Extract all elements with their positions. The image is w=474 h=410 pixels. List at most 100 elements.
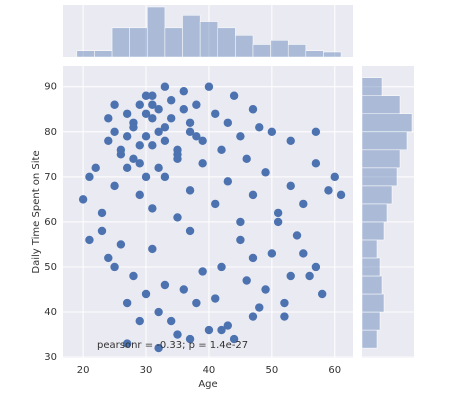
point — [129, 123, 138, 132]
point — [198, 267, 207, 276]
point — [110, 100, 119, 109]
point — [154, 307, 163, 317]
x-tick-label: 60 — [328, 365, 341, 376]
point — [273, 217, 283, 227]
point — [116, 240, 126, 249]
point — [141, 289, 151, 299]
point — [135, 159, 144, 168]
top-hist-bar — [76, 50, 95, 58]
point — [154, 127, 163, 136]
point — [185, 118, 195, 127]
point — [223, 321, 233, 330]
point — [286, 136, 295, 146]
point — [311, 127, 321, 136]
point — [179, 87, 188, 96]
point — [192, 132, 201, 141]
point — [160, 82, 170, 91]
point — [110, 181, 119, 191]
point — [148, 141, 157, 150]
top-hist-bar — [147, 6, 166, 58]
point — [129, 271, 138, 281]
annotation: pearsonr = -0.33; p = 1.4e-27 — [97, 340, 248, 351]
right-hist-bar — [361, 149, 401, 169]
top-hist-bar — [94, 50, 113, 58]
point — [185, 226, 195, 236]
point — [97, 226, 107, 236]
point — [154, 343, 163, 353]
right-hist-bar — [361, 293, 385, 313]
x-tick-label: 30 — [140, 365, 153, 376]
y-label: Daily Time Spent on Site — [31, 150, 42, 273]
point — [248, 312, 258, 321]
point — [141, 91, 151, 100]
point — [110, 127, 119, 136]
point — [299, 199, 308, 209]
y-tick-label: 40 — [44, 307, 57, 318]
point — [198, 159, 207, 168]
point — [211, 294, 220, 303]
point — [160, 136, 170, 146]
right-hist-bar — [361, 95, 401, 115]
point — [311, 159, 321, 168]
point — [248, 190, 258, 200]
point — [286, 181, 295, 191]
point — [166, 96, 176, 105]
top-hist-bar — [182, 15, 201, 58]
point — [179, 105, 188, 114]
plot-bg — [63, 66, 353, 358]
point — [229, 91, 239, 100]
x-tick-label: 20 — [77, 365, 90, 376]
top-hist-bar — [199, 21, 219, 58]
point — [135, 316, 144, 326]
y-tick-label: 50 — [44, 262, 57, 273]
point — [280, 298, 289, 308]
point — [217, 325, 226, 335]
point — [91, 163, 100, 173]
point — [242, 154, 251, 164]
point — [299, 249, 308, 258]
top-hist-bar — [287, 44, 307, 58]
top-hist-bar — [111, 27, 130, 58]
right-hist-bar — [361, 203, 388, 223]
right-hist-bar — [361, 329, 378, 349]
y-tick-label: 70 — [44, 172, 57, 183]
point — [129, 154, 138, 164]
point — [104, 253, 113, 263]
point — [280, 312, 289, 321]
right-hist-bar — [361, 77, 383, 96]
point — [305, 271, 314, 281]
right-hist-bar — [361, 275, 383, 295]
point — [116, 150, 126, 159]
right-hist-bar — [361, 311, 381, 331]
point — [255, 123, 264, 132]
point — [85, 235, 94, 245]
point — [148, 244, 157, 254]
point — [148, 100, 157, 109]
point — [173, 330, 182, 339]
point — [160, 172, 170, 182]
point — [166, 114, 176, 123]
top-hist-bar — [235, 35, 254, 58]
point — [242, 276, 251, 285]
point — [229, 334, 239, 344]
point — [122, 109, 132, 118]
point — [311, 262, 321, 272]
point — [273, 208, 283, 218]
point — [267, 249, 277, 258]
point — [104, 136, 113, 146]
top-hist-bg — [63, 5, 353, 57]
point — [78, 195, 88, 204]
point — [173, 145, 182, 155]
point — [122, 298, 132, 308]
point — [154, 163, 163, 173]
point — [122, 339, 132, 348]
point — [104, 114, 113, 123]
point — [330, 172, 339, 182]
point — [192, 100, 201, 109]
point — [248, 253, 258, 263]
point — [141, 109, 151, 118]
top-hist-bar — [164, 27, 183, 58]
point — [204, 325, 214, 335]
point — [97, 208, 107, 218]
point — [122, 163, 132, 173]
